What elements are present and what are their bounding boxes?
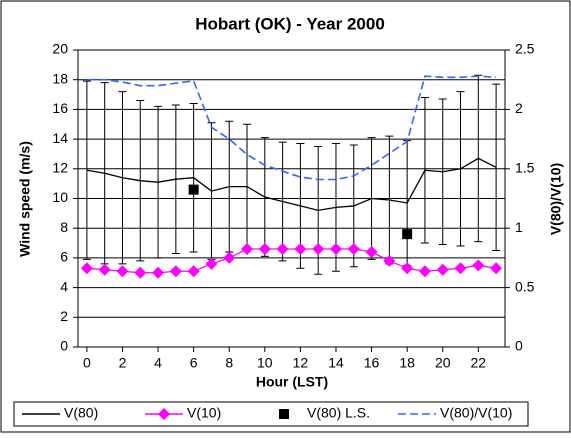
legend-marker — [279, 409, 289, 419]
data-point — [169, 265, 182, 278]
data-point — [472, 259, 485, 272]
data-point — [418, 265, 431, 278]
data-point — [80, 262, 93, 275]
y-tick-label: 20 — [52, 41, 68, 57]
y-tick-label: 2 — [60, 308, 68, 324]
data-point — [188, 184, 199, 195]
legend-label: V(80) L.S. — [307, 405, 370, 421]
y-tick-label: 18 — [52, 70, 68, 86]
x-tick-label: 8 — [225, 355, 233, 371]
legend-marker — [158, 408, 170, 420]
legend — [13, 401, 529, 427]
y-tick-label: 16 — [52, 100, 68, 116]
y-tick-label: 10 — [52, 189, 68, 205]
data-point — [223, 251, 236, 264]
x-axis-label: Hour (LST) — [256, 374, 328, 390]
data-point — [312, 242, 325, 255]
x-tick-label: 0 — [83, 355, 91, 371]
data-point — [454, 262, 467, 275]
x-tick-label: 18 — [399, 355, 415, 371]
data-point — [329, 242, 342, 255]
series-line — [86, 157, 497, 212]
y-axis-label: Wind speed (m/s) — [17, 141, 33, 257]
data-point — [383, 254, 396, 267]
x-tick-label: 6 — [190, 355, 198, 371]
y-tick-label: 0 — [60, 338, 68, 354]
y2-tick-label: 2.5 — [515, 41, 535, 57]
y-tick-label: 6 — [60, 249, 68, 265]
data-point — [294, 242, 307, 255]
data-point — [436, 263, 449, 276]
x-tick-label: 10 — [257, 355, 273, 371]
y2-tick-label: 2 — [515, 100, 523, 116]
x-tick-label: 16 — [364, 355, 380, 371]
y2-axis-label: V(80)/V(10) — [548, 163, 564, 235]
y2-tick-label: 0 — [515, 338, 523, 354]
error-bar — [82, 80, 91, 260]
x-tick-label: 4 — [154, 355, 162, 371]
data-point — [134, 266, 147, 279]
y-tick-label: 12 — [52, 160, 68, 176]
chart-title: Hobart (OK) - Year 2000 — [195, 14, 385, 33]
x-tick-label: 2 — [119, 355, 127, 371]
data-point — [205, 257, 218, 270]
legend-label: V(80)/V(10) — [440, 405, 512, 421]
data-point — [241, 242, 254, 255]
y-tick-label: 8 — [60, 219, 68, 235]
y2-tick-label: 0.5 — [515, 278, 535, 294]
data-point — [347, 242, 360, 255]
x-tick-label: 12 — [293, 355, 309, 371]
x-tick-label: 14 — [328, 355, 344, 371]
x-tick-label: 22 — [471, 355, 487, 371]
data-point — [98, 263, 111, 276]
y-tick-label: 4 — [60, 278, 68, 294]
data-point — [258, 242, 271, 255]
series-line — [86, 75, 497, 181]
data-point — [152, 266, 165, 279]
data-point — [365, 245, 378, 258]
legend-label: V(80) — [64, 405, 98, 421]
data-point — [402, 229, 413, 240]
data-point — [401, 262, 414, 275]
legend-label: V(10) — [187, 405, 221, 421]
data-point — [490, 262, 503, 275]
x-tick-label: 20 — [435, 355, 451, 371]
data-point — [116, 265, 129, 278]
data-point — [187, 265, 200, 278]
y-tick-label: 14 — [52, 130, 68, 146]
y2-tick-label: 1 — [515, 219, 523, 235]
data-point — [276, 242, 289, 255]
y2-tick-label: 1.5 — [515, 160, 535, 176]
